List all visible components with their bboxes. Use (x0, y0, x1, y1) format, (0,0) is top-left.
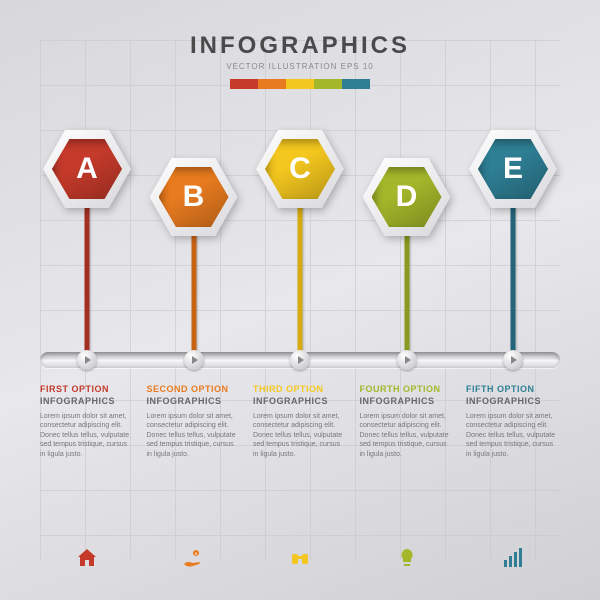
page-subtitle: VECTOR ILLUSTRATION EPS 10 (0, 62, 600, 71)
hand-coin-icon: $ (147, 546, 241, 570)
option-title: FOURTH OPTION (360, 384, 454, 395)
bars-icon (466, 546, 560, 570)
timeline-step: B (147, 0, 241, 600)
play-icon (77, 350, 97, 370)
option-body: Lorem ipsum dolor sit amet, consectetur … (40, 412, 134, 459)
option-body: Lorem ipsum dolor sit amet, consectetur … (466, 412, 560, 459)
play-icon (290, 350, 310, 370)
swatch (258, 79, 286, 89)
option-block: FIRST OPTIONINFOGRAPHICS Lorem ipsum dolo… (40, 384, 134, 459)
hex-letter: A (76, 152, 98, 186)
option-block: FIFTH OPTIONINFOGRAPHICS Lorem ipsum dolo… (466, 384, 560, 459)
hex-letter: E (503, 152, 523, 186)
hex-badge: C (256, 130, 344, 208)
option-subtitle: INFOGRAPHICS (147, 396, 241, 406)
swatch (314, 79, 342, 89)
swatch (286, 79, 314, 89)
option-subtitle: INFOGRAPHICS (253, 396, 347, 406)
page-title: INFOGRAPHICS (0, 32, 600, 60)
option-block: FOURTH OPTIONINFOGRAPHICS Lorem ipsum dol… (360, 384, 454, 459)
connector-stem (511, 190, 516, 352)
hex-badge: D (363, 158, 451, 236)
option-title: FIRST OPTION (40, 384, 134, 395)
option-block: THIRD OPTIONINFOGRAPHICS Lorem ipsum dolo… (253, 384, 347, 459)
option-title: SECOND OPTION (147, 384, 241, 395)
connector-stem (298, 190, 303, 352)
swatch (342, 79, 370, 89)
option-title: FIFTH OPTION (466, 384, 560, 395)
option-body: Lorem ipsum dolor sit amet, consectetur … (147, 412, 241, 459)
play-icon (184, 350, 204, 370)
hex-columns: A B C D E (40, 0, 560, 600)
option-text-row: FIRST OPTIONINFOGRAPHICSLorem ipsum dolo… (40, 384, 560, 459)
option-subtitle: INFOGRAPHICS (360, 396, 454, 406)
header: INFOGRAPHICS VECTOR ILLUSTRATION EPS 10 (0, 32, 600, 89)
hex-badge: E (469, 130, 557, 208)
timeline-step: D (360, 0, 454, 600)
connector-stem (191, 218, 196, 352)
hex-badge: B (150, 158, 238, 236)
timeline-step: E (466, 0, 560, 600)
bulb-icon (360, 546, 454, 570)
icon-row: $ (40, 546, 560, 570)
binoculars-icon (253, 546, 347, 570)
option-title: THIRD OPTION (253, 384, 347, 395)
hex-letter: D (396, 180, 418, 214)
connector-stem (404, 218, 409, 352)
option-subtitle: INFOGRAPHICS (40, 396, 134, 406)
timeline-step: A (40, 0, 134, 600)
hex-badge: A (43, 130, 131, 208)
swatch (230, 79, 258, 89)
color-swatches (0, 79, 600, 89)
option-block: SECOND OPTIONINFOGRAPHICS Lorem ipsum dol… (147, 384, 241, 459)
home-icon (40, 546, 134, 570)
option-body: Lorem ipsum dolor sit amet, consectetur … (253, 412, 347, 459)
play-icon (503, 350, 523, 370)
timeline-step: C (253, 0, 347, 600)
hex-letter: B (183, 180, 205, 214)
connector-stem (85, 190, 90, 352)
play-icon (397, 350, 417, 370)
option-body: Lorem ipsum dolor sit amet, consectetur … (360, 412, 454, 459)
option-subtitle: INFOGRAPHICS (466, 396, 560, 406)
hex-letter: C (289, 152, 311, 186)
